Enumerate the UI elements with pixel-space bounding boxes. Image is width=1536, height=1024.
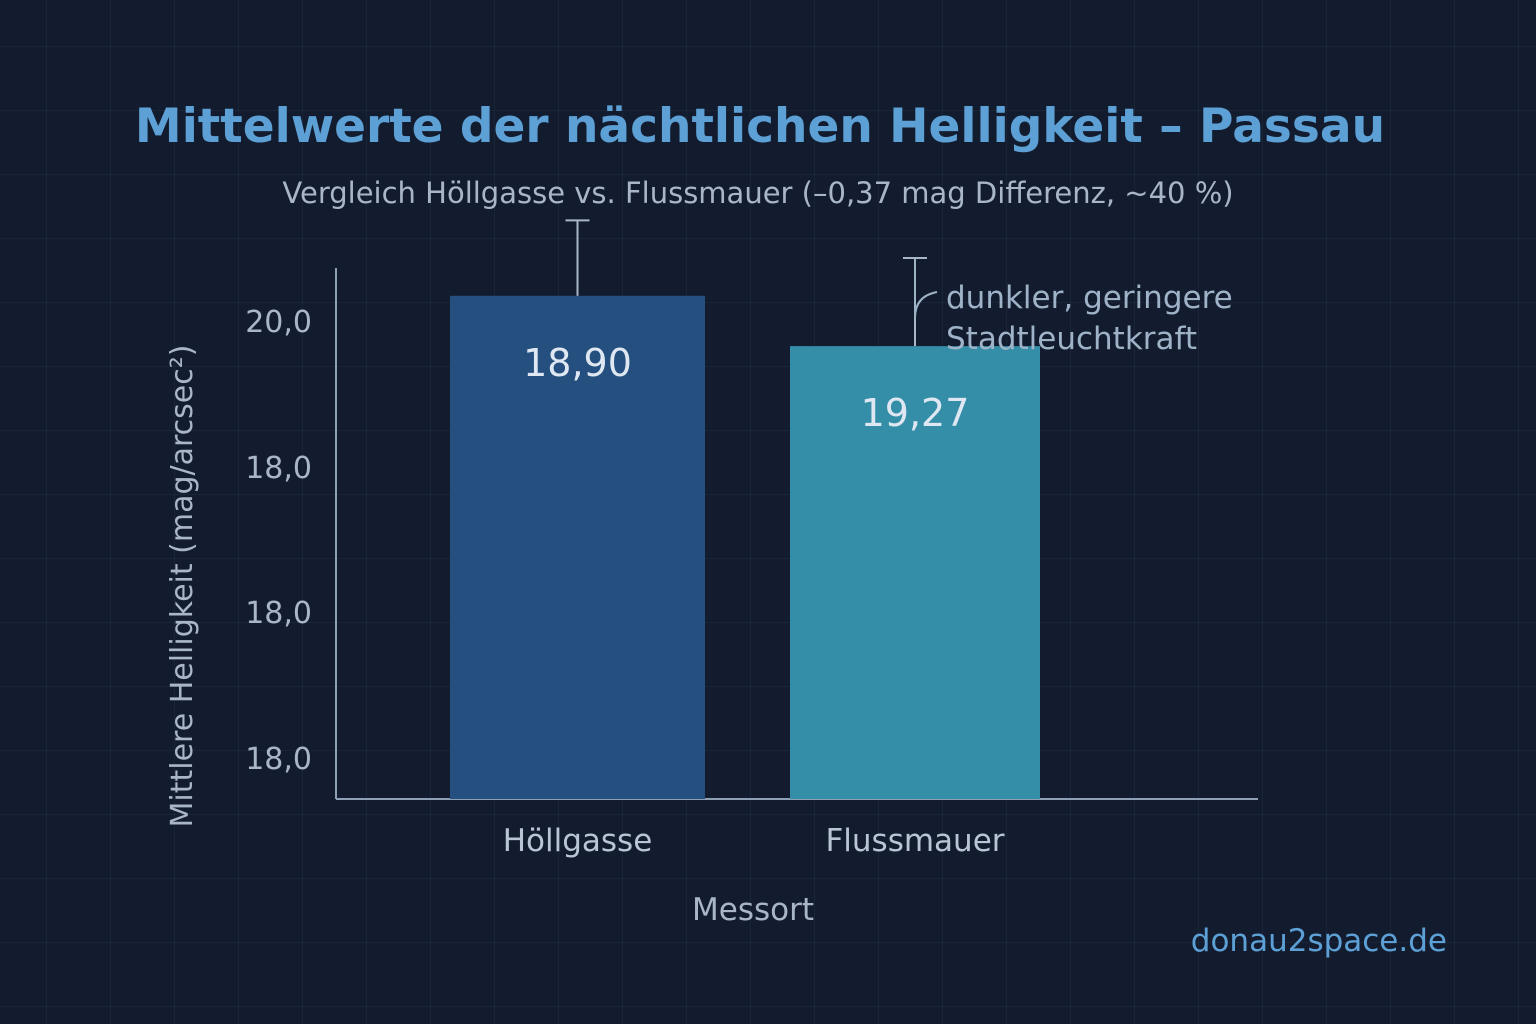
bar-1 <box>450 295 705 799</box>
source-credit: donau2space.de <box>1191 923 1447 959</box>
y-tick-label: 20,0 <box>245 305 312 340</box>
bars: 18,90 Höllgasse 19,27 Flussmauer dunkler, ge… <box>450 219 1233 859</box>
y-ticks: 20,0 18,0 18,0 18,0 <box>245 305 312 777</box>
y-tick-label: 18,0 <box>245 742 312 777</box>
chart-subtitle: Vergleich Höllgasse vs. Flussmauer (–0,3… <box>282 176 1233 210</box>
x-axis-title: Messort <box>692 892 814 928</box>
bar-2 <box>790 346 1040 799</box>
x-tick-label: Flussmauer <box>825 823 1004 859</box>
bar-value-label: 19,27 <box>861 391 970 435</box>
y-axis-title: Mittlere Helligkeit (mag/arcsec²) <box>165 345 200 828</box>
bar-value-label: 18,90 <box>523 341 632 385</box>
x-tick-label: Höllgasse <box>503 823 653 859</box>
y-tick-label: 18,0 <box>245 451 312 486</box>
chart-title: Mittelwerte der nächtlichen Helligkeit –… <box>135 99 1385 154</box>
y-tick-label: 18,0 <box>245 596 312 631</box>
annotation-text: dunkler, geringere <box>946 280 1233 316</box>
annotation-connector <box>914 258 938 319</box>
annotation-text: Stadtleuchtkraft <box>946 321 1197 357</box>
